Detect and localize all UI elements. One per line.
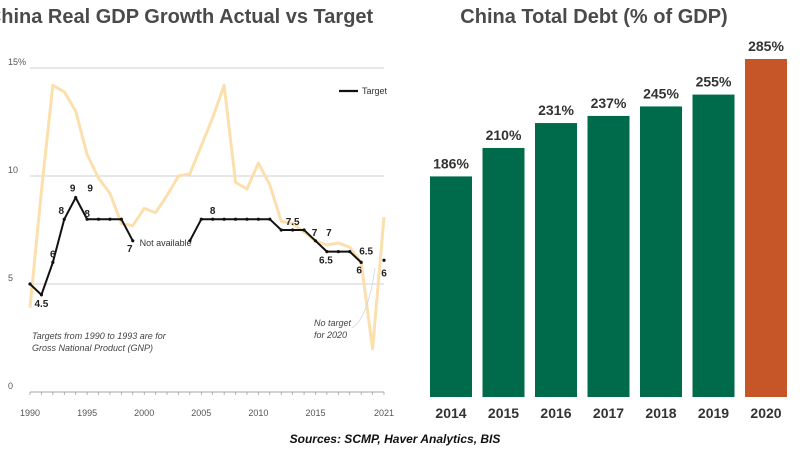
bar-value-label: 231% — [538, 102, 574, 118]
target-value-label: 9 — [70, 184, 76, 195]
x-tick-label: 2000 — [134, 408, 154, 418]
target-point — [222, 217, 226, 221]
y-tick-label: 10 — [8, 165, 18, 175]
target-value-label: 7 — [326, 228, 332, 239]
left-chart-title: China Real GDP Growth Actual vs Target — [0, 6, 374, 28]
no-target-note: for 2020 — [314, 330, 347, 340]
legend-label: Target — [362, 86, 388, 96]
debt-bar — [482, 147, 525, 397]
target-point — [211, 217, 215, 221]
target-point — [39, 293, 44, 297]
target-line — [188, 218, 362, 264]
target-value-label: 7 — [312, 228, 318, 239]
target-value-label: 6.5 — [319, 256, 333, 267]
y-tick-label: 5 — [8, 273, 13, 283]
target-value-label: 7.5 — [286, 217, 300, 228]
target-point — [256, 217, 260, 221]
gdp-growth-line-chart: 15% 10 5 0 1990 1995 2000 2005 2010 2015 2021 4.5 6 8… — [8, 57, 394, 418]
gnp-note: Gross National Product (GNP) — [32, 343, 153, 353]
target-point — [279, 228, 283, 232]
target-point — [199, 217, 203, 221]
target-point — [119, 217, 123, 221]
actual-growth-line — [28, 83, 386, 351]
x-tick-label: 2005 — [191, 408, 211, 418]
target-point — [108, 217, 112, 221]
target-point — [233, 217, 238, 221]
target-value-label: 8 — [58, 206, 64, 217]
category-label: 2018 — [645, 405, 676, 421]
target-value-label: 7 — [127, 244, 133, 255]
debt-bar — [535, 123, 577, 397]
gnp-note: Targets from 1990 to 1993 are for — [32, 331, 167, 341]
bar-value-label: 255% — [696, 74, 732, 90]
target-point — [325, 250, 329, 254]
target-value-label: 6.5 — [359, 247, 373, 258]
category-label: 2015 — [488, 405, 519, 421]
debt-bar — [430, 176, 472, 397]
target-point — [85, 217, 89, 221]
debt-bar — [692, 94, 735, 397]
target-value-label: 4.5 — [34, 299, 48, 310]
target-point — [382, 258, 386, 262]
category-label: 2020 — [750, 405, 781, 421]
target-point — [359, 260, 363, 264]
y-tick-label: 15% — [8, 57, 26, 67]
target-point — [268, 217, 272, 221]
target-value-label: 6 — [50, 249, 56, 260]
right-chart-title: China Total Debt (% of GDP) — [460, 6, 727, 28]
debt-bar-chart: 186% 2014 210% 2015 231% 2016 237% 2017 245% 2018… — [430, 38, 787, 421]
not-available-note: Not available — [140, 238, 192, 248]
target-point — [188, 239, 192, 243]
category-label: 2016 — [540, 405, 571, 421]
category-label: 2017 — [593, 405, 624, 421]
target-point — [348, 250, 352, 254]
no-target-pointer — [351, 267, 376, 329]
x-tick-label: 2021 — [374, 408, 394, 418]
bar-value-label: 186% — [433, 155, 469, 171]
bar-value-label: 237% — [591, 95, 627, 111]
target-line — [29, 195, 134, 297]
target-point — [336, 250, 340, 254]
debt-bar — [587, 115, 630, 397]
debt-bar — [640, 106, 682, 397]
x-tick-label: 2015 — [305, 408, 325, 418]
target-point — [51, 260, 55, 264]
target-point — [74, 196, 78, 200]
x-tick-label: 1995 — [77, 408, 97, 418]
target-point — [28, 282, 32, 286]
category-label: 2019 — [698, 405, 729, 421]
no-target-note: No target — [314, 318, 352, 328]
target-point — [62, 217, 66, 221]
x-tick-label: 2010 — [248, 408, 268, 418]
target-point — [313, 239, 318, 243]
debt-bar — [745, 59, 787, 397]
bar-value-label: 210% — [486, 127, 522, 143]
target-value-label: 8 — [210, 206, 216, 217]
x-tick-label: 1990 — [20, 408, 40, 418]
bar-value-label: 245% — [643, 85, 679, 101]
target-point — [96, 217, 101, 221]
target-point — [291, 228, 295, 232]
target-value-label: 9 — [87, 184, 93, 195]
target-value-label: 6 — [381, 268, 387, 279]
target-value-label: 6 — [356, 265, 362, 276]
target-point — [131, 239, 135, 243]
y-tick-label: 0 — [8, 381, 13, 391]
bar-value-label: 285% — [748, 38, 784, 54]
source-note: Sources: SCMP, Haver Analytics, BIS — [290, 432, 501, 446]
target-point — [245, 217, 249, 221]
target-value-label: 8 — [84, 209, 90, 220]
target-point — [302, 228, 306, 232]
category-label: 2014 — [435, 405, 466, 421]
